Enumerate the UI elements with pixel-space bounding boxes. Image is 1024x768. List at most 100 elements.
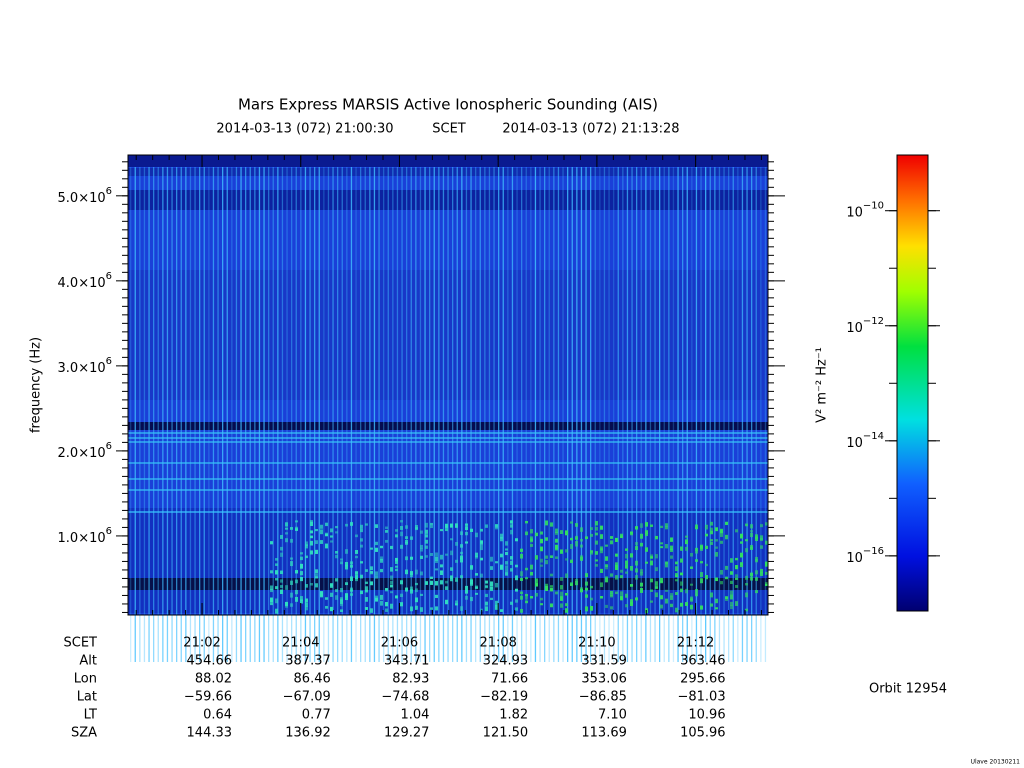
spectrogram-echo	[510, 529, 513, 535]
spectrogram-echo	[320, 540, 323, 544]
spectrogram-echo	[285, 605, 288, 608]
spectrogram-echo	[335, 554, 338, 559]
spectrogram-echo	[660, 595, 663, 600]
spectrogram-echo	[620, 575, 623, 579]
spectrogram-echo	[625, 560, 628, 565]
spectrogram-stripe	[603, 167, 606, 662]
spectrogram-echo	[445, 526, 448, 530]
spectrogram-echo	[525, 531, 528, 536]
spectrogram-echo	[325, 597, 328, 600]
spectrogram-echo	[725, 521, 728, 526]
spectrogram-stripe	[640, 167, 642, 662]
spectrogram-echo	[460, 606, 463, 611]
spectrogram-echo	[405, 525, 408, 529]
spectrogram-echo	[600, 534, 603, 539]
spectrogram-echo	[270, 597, 273, 603]
spectrogram-echo	[750, 572, 753, 576]
spectrogram-echo	[345, 523, 348, 527]
spectrogram-echo	[685, 602, 688, 605]
spectrogram-echo	[515, 538, 518, 541]
spectrogram-echo	[290, 592, 293, 598]
spectrogram-stripe	[208, 167, 210, 662]
spectrogram-echo	[450, 523, 453, 527]
spectrogram-echo	[270, 541, 273, 545]
spectrogram-echo	[525, 593, 528, 597]
spectrogram-echo	[640, 587, 643, 593]
spectrogram-echo	[650, 554, 653, 559]
spectrogram-echo	[690, 598, 693, 602]
ephemeris-label: LT	[84, 708, 97, 723]
spectrogram-echo	[440, 564, 443, 568]
spectrogram-echo	[540, 603, 543, 606]
spectrogram-echo	[585, 573, 588, 578]
spectrogram-echo	[525, 567, 528, 571]
spectrogram-echo	[530, 543, 533, 547]
spectrogram-stripe	[364, 167, 366, 662]
spectrogram-echo	[305, 555, 308, 559]
spectrogram-echo	[625, 604, 628, 608]
spectrogram-echo	[590, 533, 593, 537]
spectrogram-stripe	[741, 167, 744, 662]
spectrogram-echo	[755, 536, 758, 542]
spectrogram-stripe	[511, 167, 514, 662]
spectrogram-echo	[750, 547, 753, 550]
spectrogram-echo	[385, 530, 388, 533]
spectrogram-stripe	[755, 167, 757, 662]
spectrogram-echo	[750, 545, 753, 549]
spectrogram-echo	[330, 540, 333, 543]
spectrogram-echo	[445, 523, 448, 528]
spectrogram-echo	[765, 540, 768, 545]
spectrogram-stripe	[682, 167, 684, 662]
spectrogram-stripe	[488, 167, 491, 662]
spectrogram-echo	[455, 577, 458, 580]
spectrogram-echo	[290, 580, 293, 585]
spectrogram-echo	[720, 540, 723, 544]
spectrogram-echo	[355, 534, 358, 538]
spectrogram-stripe	[553, 167, 555, 662]
spectrogram-echo	[710, 521, 713, 526]
spectrogram-echo	[715, 539, 718, 542]
spectrogram-echo	[425, 534, 428, 538]
spectrogram-echo	[705, 524, 708, 527]
spectrogram-stripe	[557, 167, 560, 662]
spectrogram-echo	[285, 601, 288, 606]
spectrogram-echo	[510, 560, 513, 565]
spectrogram-echo	[415, 605, 418, 610]
spectrogram-echo	[610, 606, 613, 610]
spectrogram-stripe	[686, 167, 688, 662]
tick-exponent: 6	[106, 526, 112, 537]
spectrogram-echo	[615, 537, 618, 542]
spectrogram-stripe	[695, 167, 698, 662]
spectrogram-echo	[535, 583, 538, 587]
tick-exponent: −12	[863, 316, 884, 327]
spectrogram-echo	[400, 580, 403, 585]
spectrogram-echo	[370, 581, 373, 584]
spectrogram-stripe	[235, 167, 238, 662]
spectrogram-echo	[675, 561, 678, 565]
spectrogram-echo	[710, 603, 713, 607]
spectrogram-echo	[530, 571, 533, 576]
spectrogram-echo	[460, 575, 463, 579]
spectrogram-echo	[520, 577, 523, 581]
spectrogram-echo	[670, 603, 673, 608]
ephemeris-value: 454.66	[187, 654, 233, 669]
spectrogram-echo	[560, 596, 563, 601]
spectrogram-echo	[575, 581, 578, 586]
spectrogram-echo	[270, 570, 273, 574]
spectrogram-echo	[690, 583, 693, 586]
spectrogram-echo	[270, 602, 273, 606]
spectrogram-echo	[645, 547, 648, 552]
spectrogram-echo	[670, 545, 673, 551]
spectrogram-echo	[695, 526, 698, 530]
spectrogram-echo	[725, 534, 728, 540]
spectrogram-echo	[745, 548, 748, 553]
spectrogram-stripe	[194, 167, 196, 662]
spectrogram-echo	[720, 532, 723, 537]
spectrogram-stripe	[668, 167, 670, 662]
spectrogram-echo	[655, 581, 658, 586]
spectrogram-echo	[550, 587, 553, 592]
spectrogram-echo	[595, 551, 598, 555]
spectrogram-echo	[625, 553, 628, 559]
spectrogram-echo	[765, 522, 768, 526]
spectrogram-stripe	[171, 167, 173, 662]
